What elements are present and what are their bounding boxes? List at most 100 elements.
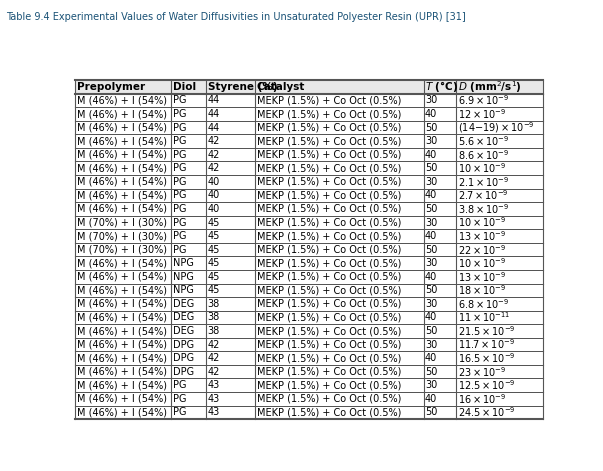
Text: M (46%) + I (54%): M (46%) + I (54%) <box>77 340 167 349</box>
Text: MEKP (1.5%) + Co Oct (0.5%): MEKP (1.5%) + Co Oct (0.5%) <box>257 122 401 132</box>
Text: $10 \times 10^{-9}$: $10 \times 10^{-9}$ <box>458 256 506 270</box>
Text: MEKP (1.5%) + Co Oct (0.5%): MEKP (1.5%) + Co Oct (0.5%) <box>257 136 401 146</box>
Text: 40: 40 <box>207 204 220 214</box>
Text: PG: PG <box>172 136 186 146</box>
Text: M (46%) + I (54%): M (46%) + I (54%) <box>77 367 167 377</box>
Text: M (46%) + I (54%): M (46%) + I (54%) <box>77 177 167 187</box>
Text: MEKP (1.5%) + Co Oct (0.5%): MEKP (1.5%) + Co Oct (0.5%) <box>257 190 401 200</box>
Text: PG: PG <box>172 122 186 132</box>
Text: MEKP (1.5%) + Co Oct (0.5%): MEKP (1.5%) + Co Oct (0.5%) <box>257 367 401 377</box>
Text: M (46%) + I (54%): M (46%) + I (54%) <box>77 285 167 295</box>
Text: $2.1 \times 10^{-9}$: $2.1 \times 10^{-9}$ <box>458 175 509 189</box>
Text: 40: 40 <box>425 272 437 282</box>
Text: MEKP (1.5%) + Co Oct (0.5%): MEKP (1.5%) + Co Oct (0.5%) <box>257 177 401 187</box>
Text: 45: 45 <box>207 272 220 282</box>
Text: DEG: DEG <box>172 299 194 309</box>
Text: 40: 40 <box>425 231 437 241</box>
Text: $D$ (mm$^2$/s$^1$): $D$ (mm$^2$/s$^1$) <box>458 79 522 95</box>
Text: 40: 40 <box>425 394 437 404</box>
Text: M (46%) + I (54%): M (46%) + I (54%) <box>77 299 167 309</box>
Text: MEKP (1.5%) + Co Oct (0.5%): MEKP (1.5%) + Co Oct (0.5%) <box>257 312 401 323</box>
Text: 50: 50 <box>425 367 437 377</box>
Text: $10 \times 10^{-9}$: $10 \times 10^{-9}$ <box>458 162 506 175</box>
Text: $16.5 \times 10^{-9}$: $16.5 \times 10^{-9}$ <box>458 351 516 365</box>
Text: 40: 40 <box>425 190 437 200</box>
Text: 44: 44 <box>207 96 220 106</box>
Text: M (70%) + I (30%): M (70%) + I (30%) <box>77 231 167 241</box>
Text: 44: 44 <box>207 122 220 132</box>
Text: PG: PG <box>172 380 186 390</box>
Text: M (46%) + I (54%): M (46%) + I (54%) <box>77 136 167 146</box>
Text: $22 \times 10^{-9}$: $22 \times 10^{-9}$ <box>458 243 506 257</box>
Text: MEKP (1.5%) + Co Oct (0.5%): MEKP (1.5%) + Co Oct (0.5%) <box>257 96 401 106</box>
Text: M (70%) + I (30%): M (70%) + I (30%) <box>77 218 167 227</box>
Text: PG: PG <box>172 218 186 227</box>
Text: 45: 45 <box>207 244 220 255</box>
Text: M (46%) + I (54%): M (46%) + I (54%) <box>77 353 167 363</box>
Text: DEG: DEG <box>172 312 194 323</box>
Text: Prepolymer: Prepolymer <box>77 82 145 92</box>
Text: M (46%) + I (54%): M (46%) + I (54%) <box>77 272 167 282</box>
Text: PG: PG <box>172 150 186 160</box>
Text: 30: 30 <box>425 340 437 349</box>
Text: $T$ (°C): $T$ (°C) <box>425 80 458 94</box>
Text: 38: 38 <box>207 299 220 309</box>
Text: 43: 43 <box>207 380 220 390</box>
Text: MEKP (1.5%) + Co Oct (0.5%): MEKP (1.5%) + Co Oct (0.5%) <box>257 218 401 227</box>
Text: 42: 42 <box>207 340 220 349</box>
Text: 42: 42 <box>207 150 220 160</box>
Text: MEKP (1.5%) + Co Oct (0.5%): MEKP (1.5%) + Co Oct (0.5%) <box>257 258 401 268</box>
Text: NPG: NPG <box>172 258 194 268</box>
Text: $5.6 \times 10^{-9}$: $5.6 \times 10^{-9}$ <box>458 134 509 148</box>
Text: $23 \times 10^{-9}$: $23 \times 10^{-9}$ <box>458 365 506 379</box>
Text: MEKP (1.5%) + Co Oct (0.5%): MEKP (1.5%) + Co Oct (0.5%) <box>257 326 401 336</box>
Text: 50: 50 <box>425 204 437 214</box>
Text: 30: 30 <box>425 299 437 309</box>
Text: MEKP (1.5%) + Co Oct (0.5%): MEKP (1.5%) + Co Oct (0.5%) <box>257 299 401 309</box>
Text: 30: 30 <box>425 380 437 390</box>
Text: 45: 45 <box>207 258 220 268</box>
Text: MEKP (1.5%) + Co Oct (0.5%): MEKP (1.5%) + Co Oct (0.5%) <box>257 340 401 349</box>
Text: $12.5 \times 10^{-9}$: $12.5 \times 10^{-9}$ <box>458 378 516 392</box>
Text: PG: PG <box>172 231 186 241</box>
Text: M (46%) + I (54%): M (46%) + I (54%) <box>77 380 167 390</box>
Text: 30: 30 <box>425 177 437 187</box>
Bar <box>75 80 543 94</box>
Text: NPG: NPG <box>172 285 194 295</box>
Text: 45: 45 <box>207 231 220 241</box>
Text: $21.5 \times 10^{-9}$: $21.5 \times 10^{-9}$ <box>458 324 516 338</box>
Text: $6.8 \times 10^{-9}$: $6.8 \times 10^{-9}$ <box>458 297 509 311</box>
Text: MEKP (1.5%) + Co Oct (0.5%): MEKP (1.5%) + Co Oct (0.5%) <box>257 231 401 241</box>
Text: $18 \times 10^{-9}$: $18 \times 10^{-9}$ <box>458 284 506 297</box>
Text: MEKP (1.5%) + Co Oct (0.5%): MEKP (1.5%) + Co Oct (0.5%) <box>257 285 401 295</box>
Text: DPG: DPG <box>172 367 194 377</box>
Text: $16 \times 10^{-9}$: $16 \times 10^{-9}$ <box>458 392 506 406</box>
Text: M (46%) + I (54%): M (46%) + I (54%) <box>77 394 167 404</box>
Text: 38: 38 <box>207 326 220 336</box>
Text: MEKP (1.5%) + Co Oct (0.5%): MEKP (1.5%) + Co Oct (0.5%) <box>257 163 401 173</box>
Text: 30: 30 <box>425 136 437 146</box>
Text: DEG: DEG <box>172 326 194 336</box>
Text: NPG: NPG <box>172 272 194 282</box>
Text: MEKP (1.5%) + Co Oct (0.5%): MEKP (1.5%) + Co Oct (0.5%) <box>257 109 401 119</box>
Text: M (46%) + I (54%): M (46%) + I (54%) <box>77 204 167 214</box>
Text: M (46%) + I (54%): M (46%) + I (54%) <box>77 109 167 119</box>
Text: $10 \times 10^{-9}$: $10 \times 10^{-9}$ <box>458 216 506 229</box>
Text: $6.9 \times 10^{-9}$: $6.9 \times 10^{-9}$ <box>458 94 509 107</box>
Text: M (46%) + I (54%): M (46%) + I (54%) <box>77 326 167 336</box>
Text: 30: 30 <box>425 218 437 227</box>
Text: PG: PG <box>172 190 186 200</box>
Text: MEKP (1.5%) + Co Oct (0.5%): MEKP (1.5%) + Co Oct (0.5%) <box>257 380 401 390</box>
Text: 43: 43 <box>207 407 220 417</box>
Text: $8.6 \times 10^{-9}$: $8.6 \times 10^{-9}$ <box>458 148 509 162</box>
Text: PG: PG <box>172 407 186 417</box>
Text: MEKP (1.5%) + Co Oct (0.5%): MEKP (1.5%) + Co Oct (0.5%) <box>257 272 401 282</box>
Text: 40: 40 <box>425 150 437 160</box>
Text: $(14{-}19) \times 10^{-9}$: $(14{-}19) \times 10^{-9}$ <box>458 120 534 135</box>
Text: 45: 45 <box>207 218 220 227</box>
Text: $13 \times 10^{-9}$: $13 \times 10^{-9}$ <box>458 229 506 243</box>
Text: M (46%) + I (54%): M (46%) + I (54%) <box>77 258 167 268</box>
Text: 42: 42 <box>207 136 220 146</box>
Text: 45: 45 <box>207 285 220 295</box>
Text: 50: 50 <box>425 163 437 173</box>
